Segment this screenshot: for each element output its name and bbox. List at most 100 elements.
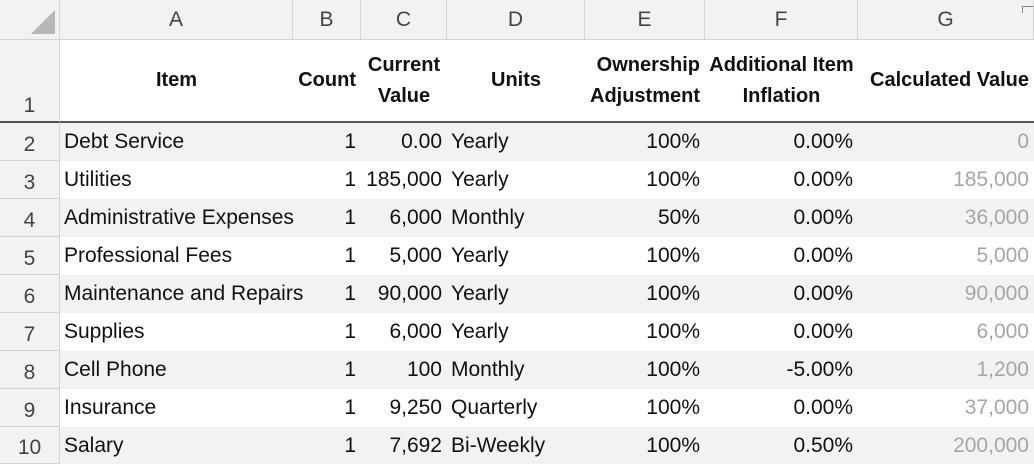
cell-item[interactable]: Administrative Expenses	[60, 199, 294, 237]
cell-count[interactable]: 1	[293, 161, 361, 199]
cell-item[interactable]: Debt Service	[60, 123, 293, 161]
cell-count[interactable]: 1	[293, 199, 361, 237]
header-units[interactable]: Units	[447, 40, 585, 121]
cell-ownership[interactable]: 100%	[585, 275, 705, 313]
header-label: Calculated Value	[870, 69, 1029, 91]
cell-calculated-value[interactable]: 5,000	[858, 237, 1034, 275]
row-header-9[interactable]: 9	[0, 389, 60, 427]
table-row: Debt Service 1 0.00 Yearly 100% 0.00% 0	[60, 123, 1034, 161]
column-header-b[interactable]: B	[293, 0, 361, 40]
cell-ownership[interactable]: 100%	[585, 313, 705, 351]
cell-units[interactable]: Bi-Weekly	[447, 427, 585, 464]
row-header-6[interactable]: 6	[0, 275, 60, 313]
column-letter: G	[937, 7, 954, 31]
cell-text: 6,000	[389, 320, 442, 343]
cell-count[interactable]: 1	[293, 427, 361, 464]
cell-units[interactable]: Quarterly	[447, 389, 585, 427]
cell-units[interactable]: Monthly	[447, 199, 585, 237]
cell-calculated-value[interactable]: 37,000	[858, 389, 1034, 427]
column-header-g[interactable]: G	[858, 0, 1034, 40]
cell-calculated-value[interactable]: 185,000	[858, 161, 1034, 199]
cell-current-value[interactable]: 90,000	[361, 275, 447, 313]
cell-inflation[interactable]: -5.00%	[705, 351, 858, 389]
cell-inflation[interactable]: 0.00%	[705, 275, 858, 313]
cell-ownership[interactable]: 100%	[585, 389, 705, 427]
header-count[interactable]: Count	[293, 40, 361, 121]
cell-count[interactable]: 1	[293, 123, 361, 161]
cell-current-value[interactable]: 5,000	[361, 237, 447, 275]
column-header-d[interactable]: D	[447, 0, 585, 40]
cell-count[interactable]: 1	[293, 389, 361, 427]
cell-units[interactable]: Yearly	[447, 275, 585, 313]
cell-inflation[interactable]: 0.00%	[705, 313, 858, 351]
row-header-1[interactable]: 1	[0, 40, 60, 123]
header-inflation[interactable]: Additional Item Inflation	[705, 40, 858, 121]
cell-item[interactable]: Professional Fees	[60, 237, 293, 275]
header-current-value[interactable]: Current Value	[361, 40, 447, 121]
cell-inflation[interactable]: 0.00%	[705, 161, 858, 199]
cell-ownership[interactable]: 50%	[585, 199, 705, 237]
column-header-a[interactable]: A	[60, 0, 293, 40]
table-row: Salary 1 7,692 Bi-Weekly 100% 0.50% 200,…	[60, 427, 1034, 464]
cell-calculated-value[interactable]: 36,000	[858, 199, 1034, 237]
cell-inflation[interactable]: 0.00%	[705, 389, 858, 427]
cell-calculated-value[interactable]: 6,000	[858, 313, 1034, 351]
cell-current-value[interactable]: 6,000	[361, 313, 447, 351]
cell-inflation[interactable]: 0.00%	[705, 123, 858, 161]
column-header-f[interactable]: F	[705, 0, 858, 40]
cell-current-value[interactable]: 100	[361, 351, 447, 389]
row-header-8[interactable]: 8	[0, 351, 60, 389]
header-ownership[interactable]: Ownership Adjustment	[585, 40, 705, 121]
cell-ownership[interactable]: 100%	[585, 427, 705, 464]
cell-ownership[interactable]: 100%	[585, 237, 705, 275]
cell-text: 1	[344, 168, 356, 191]
header-label-line1: Current	[367, 53, 441, 76]
cell-calculated-value[interactable]: 200,000	[858, 427, 1034, 464]
cell-units[interactable]: Monthly	[447, 351, 585, 389]
header-item[interactable]: Item	[60, 40, 293, 121]
column-header-e[interactable]: E	[585, 0, 705, 40]
cell-inflation[interactable]: 0.00%	[705, 237, 858, 275]
row-header-5[interactable]: 5	[0, 237, 60, 275]
cell-item[interactable]: Insurance	[60, 389, 293, 427]
cell-text: 100%	[646, 358, 700, 381]
cell-inflation[interactable]: 0.00%	[705, 199, 858, 237]
cell-count[interactable]: 1	[293, 275, 361, 313]
cell-current-value[interactable]: 185,000	[361, 161, 447, 199]
cell-current-value[interactable]: 6,000	[361, 199, 447, 237]
row-header-10[interactable]: 10	[0, 427, 60, 464]
cell-calculated-value[interactable]: 0	[858, 123, 1034, 161]
cell-calculated-value[interactable]: 1,200	[858, 351, 1034, 389]
cell-item[interactable]: Supplies	[60, 313, 293, 351]
cell-inflation[interactable]: 0.50%	[705, 427, 858, 464]
row-header-2[interactable]: 2	[0, 123, 60, 161]
header-calculated-value[interactable]: Calculated Value	[858, 40, 1034, 121]
header-label-line2: Inflation	[742, 84, 821, 107]
cell-ownership[interactable]: 100%	[585, 351, 705, 389]
cell-units[interactable]: Yearly	[447, 161, 585, 199]
column-header-c[interactable]: C	[361, 0, 447, 40]
cell-units[interactable]: Yearly	[447, 123, 585, 161]
cell-ownership[interactable]: 100%	[585, 161, 705, 199]
cell-units[interactable]: Yearly	[447, 313, 585, 351]
row-header-4[interactable]: 4	[0, 199, 60, 237]
row-header-3[interactable]: 3	[0, 161, 60, 199]
cell-item[interactable]: Salary	[60, 427, 293, 464]
cell-item[interactable]: Maintenance and Repairs	[60, 275, 303, 313]
cell-current-value[interactable]: 9,250	[361, 389, 447, 427]
cell-current-value[interactable]: 0.00	[361, 123, 447, 161]
header-label: Count	[298, 69, 356, 91]
cell-item[interactable]: Cell Phone	[60, 351, 293, 389]
cell-text: Cell Phone	[64, 358, 167, 381]
cell-count[interactable]: 1	[293, 351, 361, 389]
cell-count[interactable]: 1	[293, 313, 361, 351]
row-header-7[interactable]: 7	[0, 313, 60, 351]
cell-units[interactable]: Yearly	[447, 237, 585, 275]
cell-calculated-value[interactable]: 90,000	[858, 275, 1034, 313]
cell-item[interactable]: Utilities	[60, 161, 293, 199]
cell-current-value[interactable]: 7,692	[361, 427, 447, 464]
cell-count[interactable]: 1	[293, 237, 361, 275]
select-all-corner[interactable]	[0, 0, 60, 40]
cell-ownership[interactable]: 100%	[585, 123, 705, 161]
cell-text: Yearly	[451, 244, 509, 267]
